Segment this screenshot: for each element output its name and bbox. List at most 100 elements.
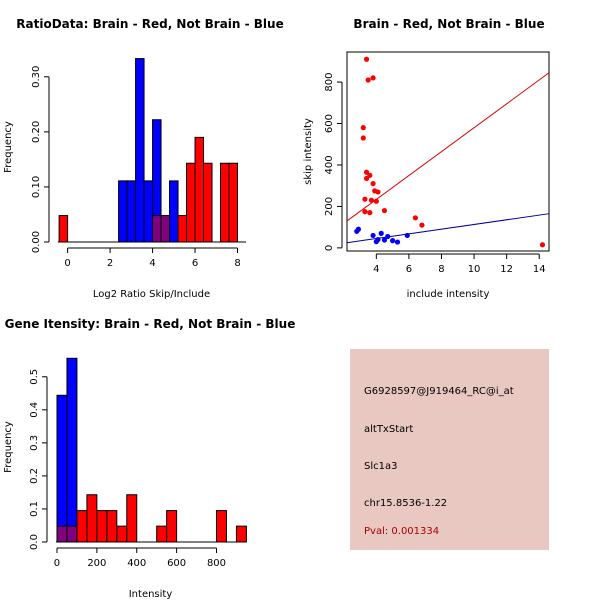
gene-y-tick-label: 0.5 [29,369,40,385]
scatter-y-label: skip intensity [303,118,314,185]
scatter-point-brain [360,135,366,141]
gene-y-tick-label: 0.3 [29,435,40,451]
gene-y-label: Frequency [3,421,14,473]
gene-bar-brain [76,510,88,543]
ratio-bar-not-brain [143,180,154,243]
ratio-bar-not-brain [118,180,128,243]
scatter-point-brain [367,172,373,178]
ratio-x-label: Log2 Ratio Skip/Include [93,289,210,300]
gene-y-tick-label: 0.4 [29,402,40,418]
gene-bar-brain [96,510,108,543]
scatter-point-brain [412,215,419,221]
ratio-x-tick-label: 4 [149,258,155,269]
scatter-point-brain [362,209,368,215]
scatter-y-tick-label: 200 [324,197,335,216]
gene-bar-overlap [56,525,68,543]
scatter-point-brain [539,242,546,248]
ratio-bar-overlap [152,215,162,243]
gene-x-label: Intensity [129,589,173,600]
scatter-point-not-brain [378,230,384,236]
ratio-bar-not-brain [135,58,145,243]
ratio-bar-not-brain [126,180,137,243]
ratio-bar-brain [177,215,188,243]
gene-y-tick-label: 0.2 [29,468,40,484]
scatter-x-tick-label: 14 [533,264,546,275]
scatter-point-brain [368,197,375,203]
scatter-y-tick-label: 400 [324,155,335,174]
scatter-x-label: include intensity [407,289,490,300]
gene-name: Slc1a3 [364,461,398,472]
gene-bar-brain [156,525,168,543]
scatter-point-brain [367,210,373,216]
scatter-y-tick-label: 600 [324,114,335,133]
gene-bar-overlap [66,525,78,543]
ratio-bar-brain [58,215,69,243]
gene-title: Gene Itensity: Brain - Red, Not Brain - … [5,317,296,331]
scatter-title: Brain - Red, Not Brain - Blue [353,17,544,31]
gene-y-tick-label: 0.0 [29,534,40,550]
gene-bar-brain [215,510,227,543]
scatter-point-not-brain [394,239,401,245]
ratio-bar-not-brain [169,180,179,243]
scatter-point-not-brain [381,237,388,243]
scatter-x-tick-label: 8 [438,264,444,275]
scatter-point-not-brain [390,238,396,244]
scatter-fit-line [346,213,550,244]
ratio-y-tick-label: 0.20 [31,121,42,143]
gene-x-tick-label: 800 [207,558,226,569]
scatter-x-tick-label: 4 [373,264,379,275]
scatter-point-brain [363,175,370,182]
gene-bar-brain [126,494,138,543]
scatter-point-brain [419,222,425,228]
gene-x-tick-label: 0 [54,558,60,569]
ratio-title: RatioData: Brain - Red, Not Brain - Blue [16,17,283,31]
gene-x-tick-label: 400 [127,558,146,569]
scatter-point-not-brain [370,232,376,239]
ratio-y-tick-label: 0.00 [31,231,42,253]
scatter-fit-line [346,72,550,222]
scatter-point-not-brain [404,232,410,239]
scatter-x-tick-label: 6 [406,264,412,275]
ratio-x-tick-label: 8 [234,258,240,269]
info-panel: G6928597@J919464_RC@i_at altTxStart Slc1… [350,349,549,550]
scatter-frame [346,51,550,252]
gene-y-tick-label: 0.1 [29,501,40,517]
scatter-point-brain [363,169,370,175]
genomic-location: chr15.8536-1.22 [364,498,448,509]
scatter-point-brain [370,181,376,187]
probe-id: G6928597@J919464_RC@i_at [364,386,514,397]
ratio-x-tick-label: 0 [64,258,70,269]
scatter-point-brain [370,75,376,81]
ratio-bar-brain [186,162,196,243]
scatter-point-brain [362,196,368,202]
gene-bar-brain [86,494,98,543]
ratio-y-label: Frequency [3,121,14,173]
scatter-point-brain [381,207,388,214]
ratio-bar-brain [228,162,239,243]
scatter-point-brain [375,189,381,195]
scatter-x-tick-label: 10 [468,264,481,275]
scatter-point-brain [360,125,366,131]
scatter-point-brain [373,198,379,204]
ratio-bar-brain [220,162,230,243]
scatter-point-brain [363,56,370,62]
ratio-x-tick-label: 2 [107,258,113,269]
ratio-bar-brain [194,136,205,243]
p-value: Pval: 0.001334 [364,526,440,537]
ratio-bar-brain [203,162,213,243]
gene-bar-not-brain [56,394,68,543]
scatter-point-not-brain [385,233,391,240]
ratio-x-tick-label: 6 [192,258,198,269]
gene-bar-brain [106,510,118,543]
gene-bar-not-brain [66,357,78,543]
event-type: altTxStart [364,424,414,435]
scatter-y-tick-label: 800 [324,73,335,92]
gene-x-tick-label: 600 [167,558,186,569]
ratio-y-tick-label: 0.30 [31,66,42,88]
scatter-y-tick-label: 0 [324,245,335,251]
scatter-point-brain [365,77,371,83]
gene-bar-brain [166,510,178,543]
gene-x-tick-label: 200 [87,558,106,569]
scatter-point-not-brain [355,226,362,232]
